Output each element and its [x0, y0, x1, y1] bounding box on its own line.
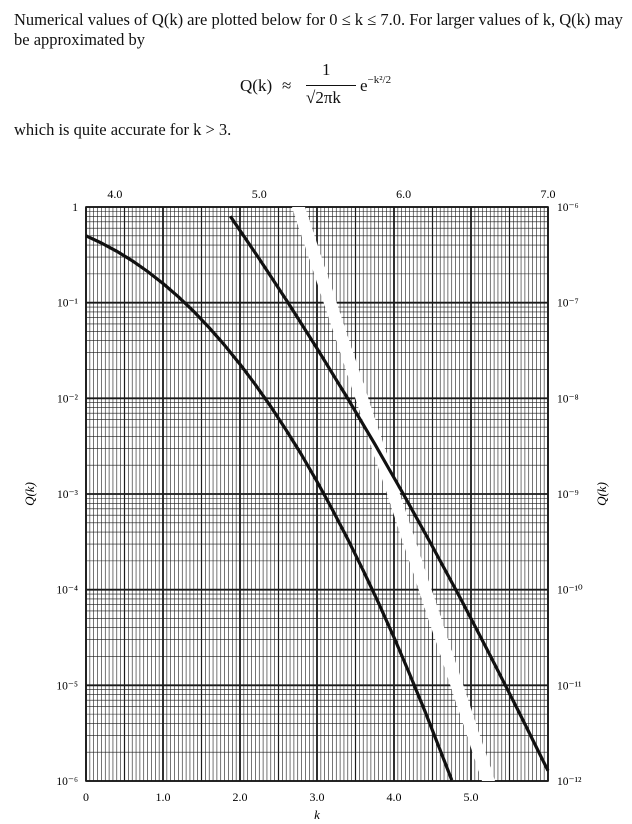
- tick-label-left-y: 10⁻²: [57, 393, 79, 405]
- curve-q-bottom-left-scale: [85, 234, 454, 781]
- formula-approx-sign: ≈: [282, 76, 292, 95]
- intro-paragraph: Numerical values of Q(k) are plotted bel…: [14, 10, 623, 49]
- chart-curves: [85, 207, 550, 781]
- tick-label-bottom-x: 4.0: [387, 790, 402, 804]
- formula-exp-power: −k²/2: [367, 74, 392, 86]
- tick-label-right-y: 10⁻¹²: [557, 776, 582, 788]
- formula-exponential: e−k²/2: [360, 74, 391, 96]
- axis-title-left-y: Q(k): [22, 482, 37, 506]
- tick-label-left-y: 10⁻⁶: [56, 776, 78, 788]
- approximation-formula: Q(k) ≈ 1 √2πk e−k²/2: [240, 58, 440, 118]
- tick-label-right-y: 10⁻¹⁰: [557, 585, 583, 597]
- plot-frame: [85, 206, 549, 782]
- tick-label-right-y: 10⁻⁷: [557, 298, 579, 310]
- tick-label-left-y: 10⁻¹: [57, 298, 79, 310]
- white-separator-band: [292, 207, 495, 781]
- formula-numerator: 1: [322, 60, 331, 79]
- tick-label-right-y: 10⁻⁹: [557, 489, 579, 501]
- tick-label-right-y: 10⁻¹¹: [557, 680, 582, 692]
- axis-title-x: k: [314, 807, 320, 822]
- tick-label-right-y: 10⁻⁶: [557, 202, 579, 214]
- formula-denominator: √2πk: [306, 88, 341, 107]
- tick-label-top-x: 4.0: [107, 187, 122, 201]
- tick-label-top-x: 5.0: [252, 187, 267, 201]
- tick-label-top-x: 6.0: [396, 187, 411, 201]
- formula-exp-base: e: [360, 76, 368, 95]
- tick-label-left-y: 1: [72, 202, 78, 214]
- tick-label-left-y: 10⁻³: [57, 489, 79, 501]
- tick-label-bottom-x: 1.0: [156, 790, 171, 804]
- tick-label-right-y: 10⁻⁸: [557, 393, 579, 405]
- formula-fraction-bar: [306, 85, 356, 86]
- tick-label-left-y: 10⁻⁴: [56, 585, 78, 597]
- tick-label-top-x: 7.0: [541, 187, 556, 201]
- curve-q-top-right-scale: [229, 215, 550, 772]
- tick-label-left-y: 10⁻⁵: [56, 680, 78, 692]
- formula-lhs: Q(k): [240, 76, 273, 95]
- chart-grid: [85, 206, 549, 782]
- tick-label-bottom-x: 2.0: [233, 790, 248, 804]
- tick-label-bottom-x: 5.0: [464, 790, 479, 804]
- chart-labels: 0 1.0 2.0 3.0 4.0 5.0 4.0 5.0 6.0 7.0 1 10⁻¹ 10⁻² 10⁻…: [22, 187, 609, 822]
- tick-label-bottom-x: 3.0: [310, 790, 325, 804]
- outro-paragraph: which is quite accurate for k > 3.: [14, 120, 232, 139]
- axis-title-right-y: Q(k): [594, 482, 609, 506]
- tick-label-bottom-x: 0: [83, 790, 89, 804]
